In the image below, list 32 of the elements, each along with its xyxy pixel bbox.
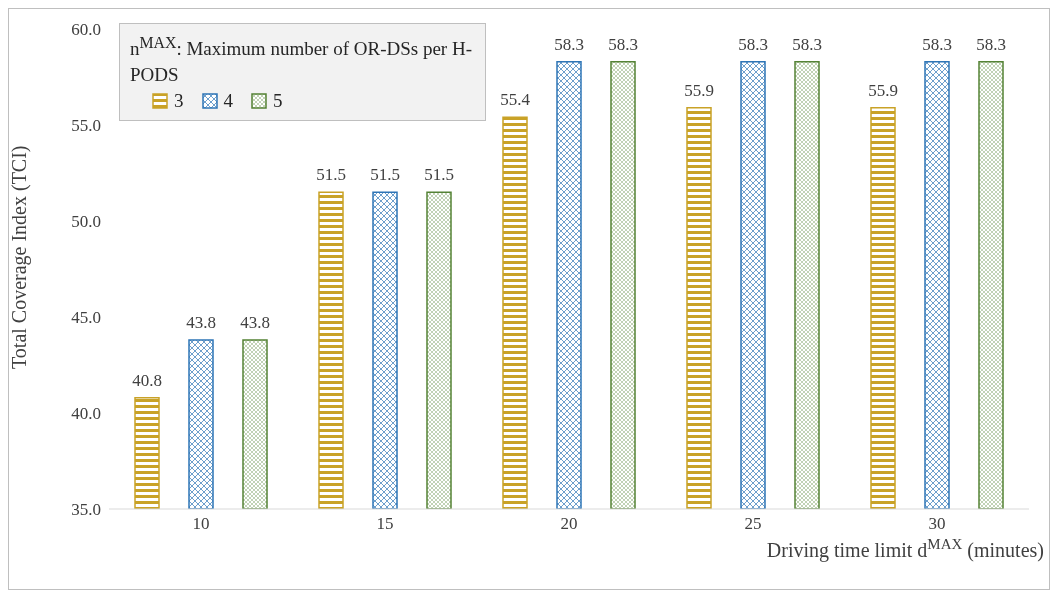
data-label: 55.4 bbox=[500, 90, 531, 110]
data-label: 55.9 bbox=[868, 80, 898, 100]
data-label: 51.5 bbox=[316, 165, 346, 185]
x-tick-label: 25 bbox=[744, 514, 762, 534]
x-tick-label: 20 bbox=[560, 514, 578, 534]
data-label: 58.3 bbox=[738, 34, 768, 54]
y-tick-label: 40.0 bbox=[71, 404, 101, 424]
data-label: 43.8 bbox=[186, 313, 216, 333]
x-axis-title: Driving time limit d$^{MAX}$ (minutes) bbox=[766, 536, 1044, 562]
y-axis-title: Total Coverage Index (TCI) bbox=[8, 145, 32, 369]
x-tick-label: 30 bbox=[928, 514, 946, 534]
legend-label: 5 bbox=[272, 89, 283, 114]
y-tick-label: 55.0 bbox=[71, 116, 101, 136]
data-label: 58.3 bbox=[554, 34, 584, 54]
data-label: 43.8 bbox=[240, 313, 270, 333]
y-tick-label: 60.0 bbox=[71, 20, 101, 40]
legend-title: n$^{MAX}$: Maximum number of OR-DSs per H-PODS bbox=[130, 33, 473, 88]
data-label: 40.8 bbox=[132, 370, 162, 390]
data-label: 58.3 bbox=[608, 34, 638, 54]
data-label: 58.3 bbox=[792, 34, 822, 54]
x-tick-label: 10 bbox=[192, 514, 210, 534]
legend-label: 4 bbox=[222, 89, 233, 114]
y-tick-label: 35.0 bbox=[71, 500, 101, 520]
legend-label: 3 bbox=[173, 89, 184, 114]
data-label: 51.5 bbox=[424, 165, 454, 185]
data-label: 58.3 bbox=[976, 34, 1006, 54]
x-tick-label: 15 bbox=[376, 514, 394, 534]
y-tick-label: 45.0 bbox=[71, 308, 101, 328]
data-label: 51.5 bbox=[370, 165, 400, 185]
data-label: 55.9 bbox=[684, 80, 714, 100]
data-label: 58.3 bbox=[922, 34, 952, 54]
y-tick-label: 50.0 bbox=[71, 212, 101, 232]
